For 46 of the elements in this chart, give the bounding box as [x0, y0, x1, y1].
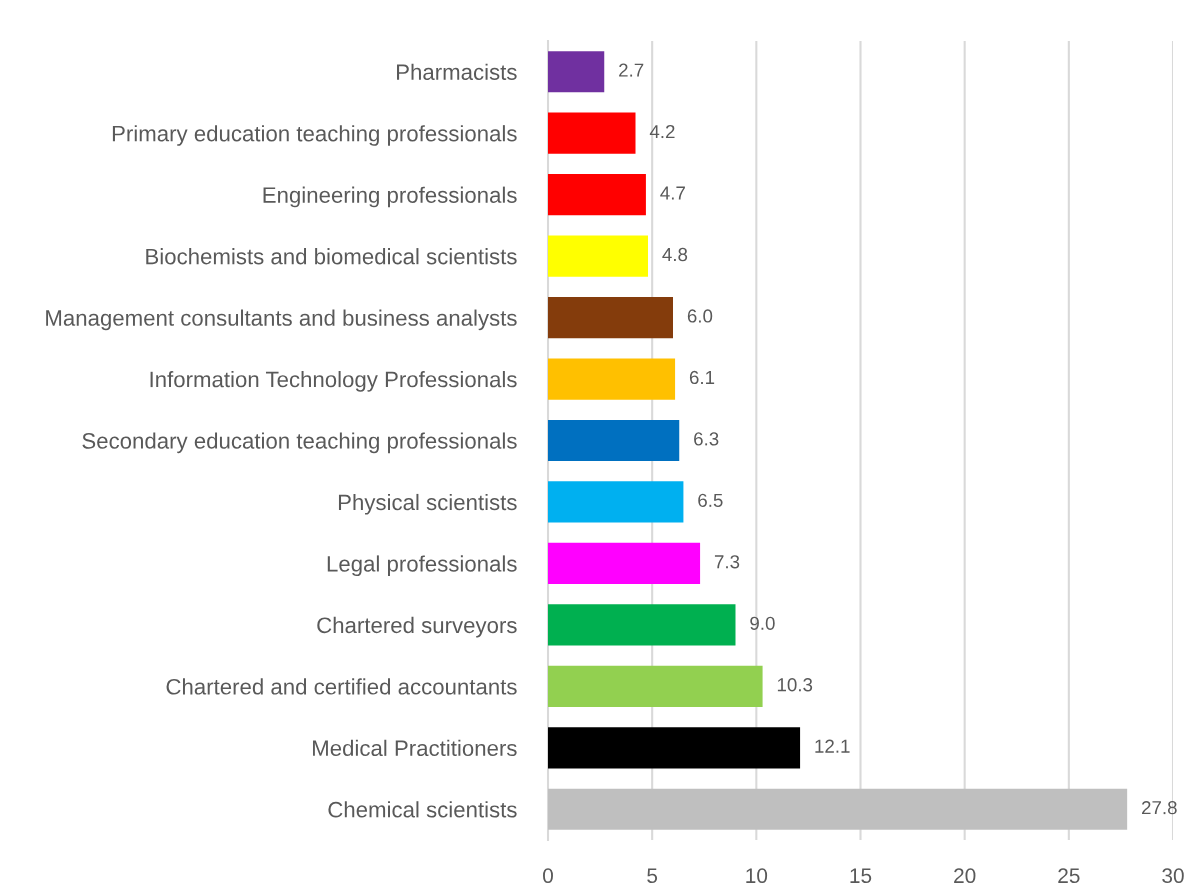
data-label: 9.0	[750, 616, 775, 630]
bar	[548, 665, 763, 707]
y-tick-label: Engineering professionals	[263, 186, 517, 208]
y-tick-label: Chartered surveyors	[317, 616, 517, 638]
y-tick-label: Information Technology Professionals	[150, 370, 517, 392]
x-tick-label: 15	[850, 868, 872, 884]
y-tick-label: Secondary education teaching professionals	[82, 432, 517, 454]
bar	[548, 788, 1128, 830]
bar	[548, 296, 673, 339]
data-label: 4.2	[649, 124, 675, 139]
y-tick-label: Chartered and certified accountants	[166, 678, 517, 695]
y-tick-label: Management consultants and business analysts	[46, 309, 517, 331]
y-tick-label: Pharmacists	[397, 63, 517, 80]
bar	[548, 112, 636, 154]
data-label: 6.1	[689, 370, 715, 385]
data-label: 7.3	[714, 555, 740, 569]
x-tick-label: 5	[647, 868, 658, 884]
y-tick-label: Legal professionals	[327, 555, 517, 577]
data-label: 12.1	[815, 739, 850, 753]
bar	[548, 542, 701, 585]
x-tick-label: 20	[954, 868, 976, 884]
y-tick-label: Biochemists and biomedical scientists	[146, 248, 517, 265]
data-label: 4.8	[662, 247, 688, 262]
bar	[548, 419, 680, 462]
bar	[548, 174, 646, 216]
bar	[548, 481, 684, 523]
bar	[548, 358, 676, 400]
data-label: 10.3	[777, 678, 813, 692]
data-label: 6.3	[694, 432, 719, 446]
y-tick-label: Physical scientists	[338, 493, 517, 515]
bar	[548, 51, 605, 93]
data-label: 6.5	[698, 493, 723, 507]
bar	[548, 235, 648, 277]
data-label: 2.7	[619, 63, 644, 77]
bar	[548, 604, 736, 646]
y-tick-label: Primary education teaching professionals	[112, 125, 517, 146]
x-tick-label: 25	[1058, 868, 1080, 884]
data-label: 27.8	[1142, 801, 1177, 815]
x-tick-label: 10	[746, 868, 768, 884]
x-tick-label: 0	[543, 868, 553, 884]
y-tick-label: Chemical scientists	[328, 801, 517, 818]
y-tick-label: Medical Practitioners	[313, 739, 517, 757]
bar	[548, 727, 801, 769]
data-label: 4.7	[660, 186, 685, 200]
data-label: 6.0	[687, 309, 713, 323]
x-tick-label: 30	[1162, 868, 1184, 884]
